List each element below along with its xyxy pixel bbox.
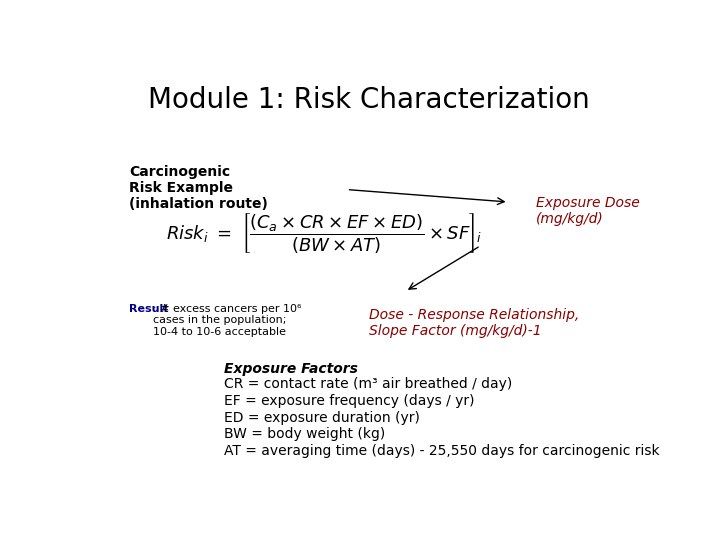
Text: Dose - Response Relationship,
Slope Factor (mg/kg/d)-1: Dose - Response Relationship, Slope Fact… xyxy=(369,308,580,338)
Text: Carcinogenic
Risk Example
(inhalation route): Carcinogenic Risk Example (inhalation ro… xyxy=(129,165,268,211)
Text: BW = body weight (kg): BW = body weight (kg) xyxy=(224,427,385,441)
Text: : # excess cancers per 10⁶
cases in the population;
10-4 to 10-6 acceptable: : # excess cancers per 10⁶ cases in the … xyxy=(153,304,302,337)
Text: AT = averaging time (days) - 25,550 days for carcinogenic risk: AT = averaging time (days) - 25,550 days… xyxy=(224,444,660,458)
Text: EF = exposure frequency (days / yr): EF = exposure frequency (days / yr) xyxy=(224,394,474,408)
Text: Module 1: Risk Characterization: Module 1: Risk Characterization xyxy=(148,86,590,114)
Text: Exposure Dose
(mg/kg/d): Exposure Dose (mg/kg/d) xyxy=(536,196,640,226)
Text: CR = contact rate (m³ air breathed / day): CR = contact rate (m³ air breathed / day… xyxy=(224,377,512,392)
Text: $\mathit{Risk}_i \ = \ \left[\dfrac{(C_a \times CR \times EF \times ED)}{(BW \ti: $\mathit{Risk}_i \ = \ \left[\dfrac{(C_a… xyxy=(166,211,482,255)
Text: Exposure Factors: Exposure Factors xyxy=(224,362,358,376)
Text: ED = exposure duration (yr): ED = exposure duration (yr) xyxy=(224,411,420,425)
Text: Result: Result xyxy=(129,304,168,314)
